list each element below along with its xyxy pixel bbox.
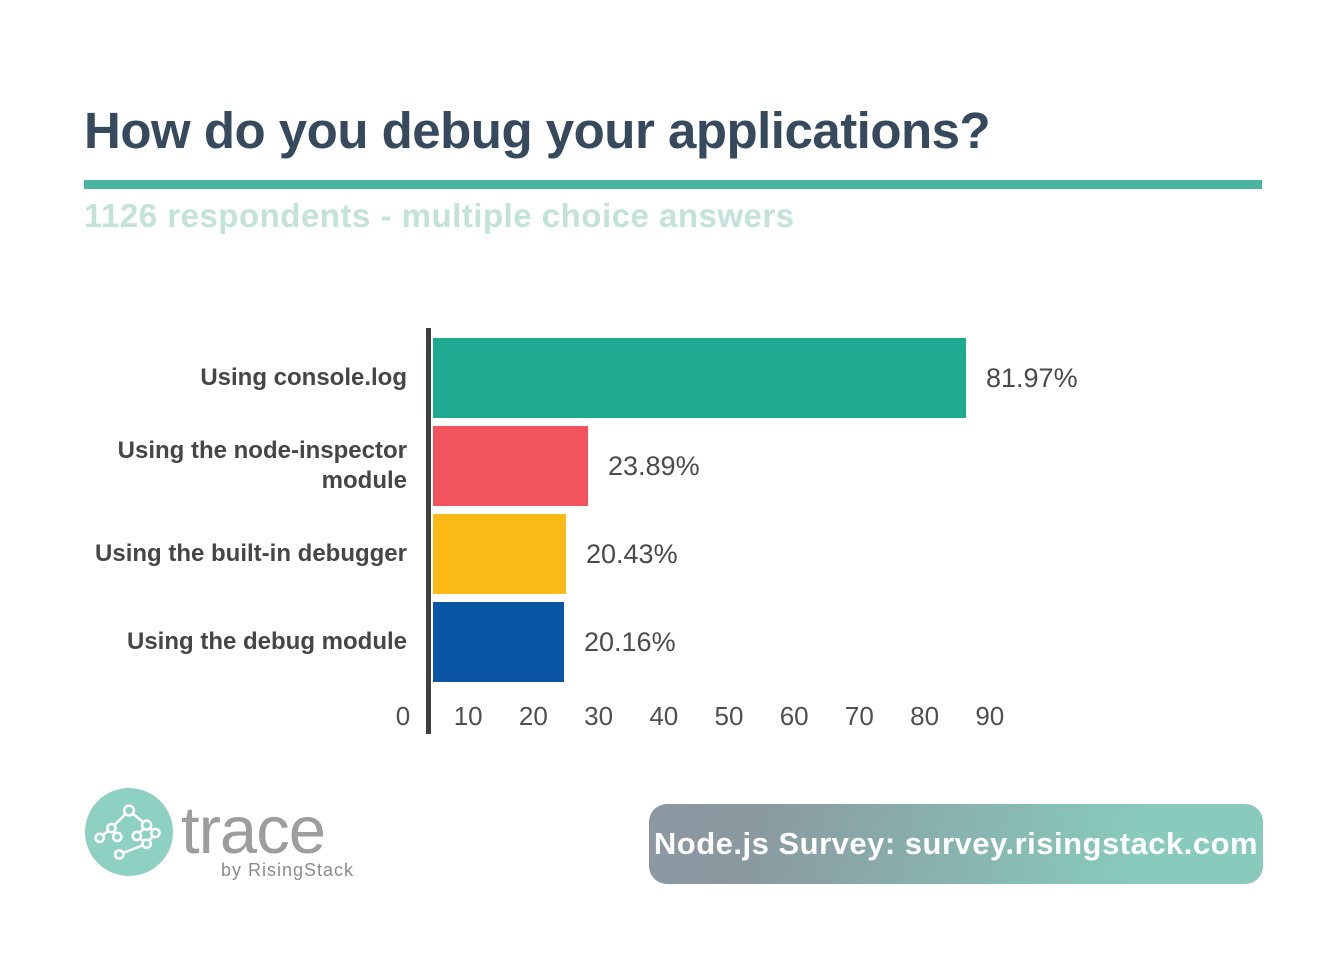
- x-axis-tick-label: 80: [910, 701, 940, 731]
- bar-chart: Using console.log 81.97% Using the node-in…: [0, 328, 1341, 758]
- y-axis-line: [426, 328, 431, 734]
- bar: [433, 338, 966, 418]
- bar: [433, 602, 564, 682]
- bar-value-label: 23.89%: [608, 450, 700, 481]
- x-axis-tick-label: 20: [518, 701, 548, 731]
- network-nodes-icon: [94, 804, 161, 860]
- x-axis-tick-label: 50: [714, 701, 744, 731]
- category-label: Using console.log: [200, 364, 407, 391]
- survey-url-text: Node.js Survey: survey.risingstack.com: [653, 826, 1259, 861]
- subtitle: 1126 respondents - multiple choice answe…: [84, 197, 795, 234]
- bar: [433, 514, 566, 594]
- x-axis-tick-label: 0: [395, 701, 411, 731]
- trace-logo: [85, 788, 173, 876]
- category-label: Using the node-inspector module: [117, 437, 407, 494]
- bar: [433, 426, 588, 506]
- category-label: Using the debug module: [127, 628, 407, 655]
- x-axis-tick-label: 10: [453, 701, 483, 731]
- brand-wordmark: trace: [181, 793, 326, 868]
- category-label: Using the built-in debugger: [95, 540, 407, 567]
- bar-value-label: 81.97%: [986, 362, 1078, 393]
- bar-value-label: 20.16%: [584, 626, 676, 657]
- x-axis-tick-label: 90: [975, 701, 1005, 731]
- x-axis-tick-label: 30: [584, 701, 614, 731]
- x-axis-tick-label: 60: [779, 701, 809, 731]
- x-axis-tick-label: 40: [649, 701, 679, 731]
- survey-url-banner: Node.js Survey: survey.risingstack.com: [649, 804, 1263, 884]
- page-title: How do you debug your applications?: [84, 102, 991, 159]
- x-axis-tick-label: 70: [844, 701, 874, 731]
- title-underline-rule: [84, 180, 1262, 189]
- brand-byline: by RisingStack: [221, 860, 355, 880]
- bar-value-label: 20.43%: [586, 538, 678, 569]
